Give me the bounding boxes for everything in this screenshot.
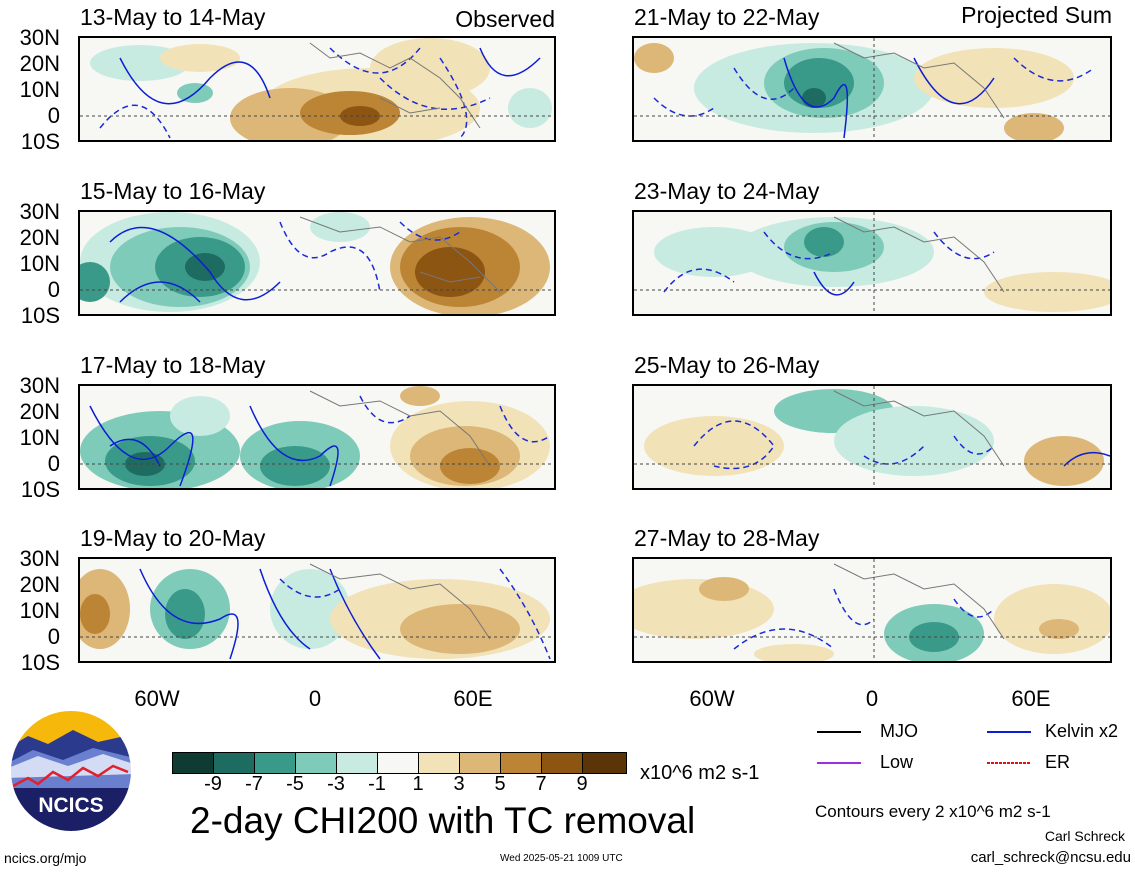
colorbar-tick: 9: [576, 773, 588, 795]
lat-label: 10N: [19, 77, 60, 102]
map-panel-p1: [78, 36, 556, 142]
colorbar-tick: -1: [368, 773, 386, 795]
lat-label: 30N: [19, 546, 60, 571]
colorbar-tick: -5: [286, 773, 304, 795]
colorbar-swatch: [173, 753, 214, 773]
panel-title-p2: 15-May to 16-May: [80, 178, 266, 204]
colorbar-tick: 3: [453, 773, 465, 795]
map-panel-p4: [78, 557, 556, 663]
lat-label: 10S: [20, 303, 60, 328]
colorbar-tick: -9: [204, 773, 222, 795]
colorbar-swatch: [337, 753, 378, 773]
panel-title-p7: 25-May to 26-May: [634, 352, 820, 378]
author: Carl Schreck: [1044, 828, 1125, 844]
author-email: carl_schreck@ncsu.edu: [970, 849, 1131, 866]
lon-label: 0: [865, 686, 879, 711]
lon-label: 60E: [1011, 686, 1051, 711]
colorbar-tick: 5: [494, 773, 506, 795]
colorbar-tick: -3: [327, 773, 345, 795]
legend-line-kelvin: [987, 731, 1031, 733]
lon-label: 60W: [689, 686, 735, 711]
panel-title-p3: 17-May to 18-May: [80, 352, 266, 378]
colorbar-swatch: [501, 753, 542, 773]
lat-label: 30N: [19, 373, 60, 398]
lon-label: 60W: [134, 686, 180, 711]
colorbar-units: x10^6 m2 s-1: [640, 762, 760, 784]
legend-label-er: ER: [1045, 752, 1071, 772]
panel-title-p4: 19-May to 20-May: [80, 525, 266, 551]
lat-label: 0: [47, 451, 60, 476]
colorbar: [172, 752, 627, 774]
colorbar-tick: 1: [412, 773, 424, 795]
lon-label: 60E: [453, 686, 493, 711]
projected-sum-label: Projected Sum: [961, 2, 1112, 28]
lat-label: 0: [47, 103, 60, 128]
map-panel-p3: [78, 384, 556, 490]
legend-label-low: Low: [880, 752, 914, 772]
lat-label: 20N: [19, 572, 60, 597]
lat-label: 30N: [19, 25, 60, 50]
lat-label: 10S: [20, 650, 60, 675]
lon-label: 0: [308, 686, 322, 711]
lat-label: 20N: [19, 51, 60, 76]
panel-title-p1: 13-May to 14-May: [80, 4, 266, 30]
colorbar-swatch: [419, 753, 460, 773]
map-panel-p5: [632, 36, 1112, 142]
lat-label: 0: [47, 277, 60, 302]
map-panel-p8: [632, 557, 1112, 663]
map-panel-p2: [78, 210, 556, 316]
map-panel-p6: [632, 210, 1112, 316]
legend-line-er: [987, 762, 1031, 764]
colorbar-tick: 7: [535, 773, 547, 795]
lat-label: 10S: [20, 477, 60, 502]
figure-title: 2-day CHI200 with TC removal: [190, 800, 696, 841]
site-link[interactable]: ncics.org/mjo: [4, 850, 87, 866]
legend-label-kelvin: Kelvin x2: [1045, 721, 1119, 741]
lat-label: 10N: [19, 251, 60, 276]
map-panel-p7: [632, 384, 1112, 490]
colorbar-swatch: [378, 753, 419, 773]
lat-label: 10N: [19, 598, 60, 623]
colorbar-swatch: [214, 753, 255, 773]
colorbar-swatch: [296, 753, 337, 773]
colorbar-swatch: [460, 753, 501, 773]
panel-title-p6: 23-May to 24-May: [634, 178, 820, 204]
ncics-logo: NCICS: [8, 708, 134, 834]
lat-label: 30N: [19, 199, 60, 224]
colorbar-swatch: [542, 753, 583, 773]
lat-label: 10N: [19, 425, 60, 450]
colorbar-swatch: [255, 753, 296, 773]
colorbar-swatch: [583, 753, 626, 773]
lat-label: 20N: [19, 225, 60, 250]
legend-label-mjo: MJO: [880, 721, 918, 741]
colorbar-tick: -7: [245, 773, 263, 795]
logo-text: NCICS: [38, 794, 103, 817]
timestamp: Wed 2025-05-21 1009 UTC: [500, 853, 623, 864]
panel-title-p5: 21-May to 22-May: [634, 4, 820, 30]
legend-line-low: [817, 762, 861, 764]
panel-title-p8: 27-May to 28-May: [634, 525, 820, 551]
contour-note: Contours every 2 x10^6 m2 s-1: [815, 802, 1051, 821]
observed-label: Observed: [455, 6, 555, 32]
legend-line-mjo: [817, 731, 861, 733]
lat-label: 20N: [19, 399, 60, 424]
lat-label: 10S: [20, 129, 60, 154]
lat-label: 0: [47, 624, 60, 649]
